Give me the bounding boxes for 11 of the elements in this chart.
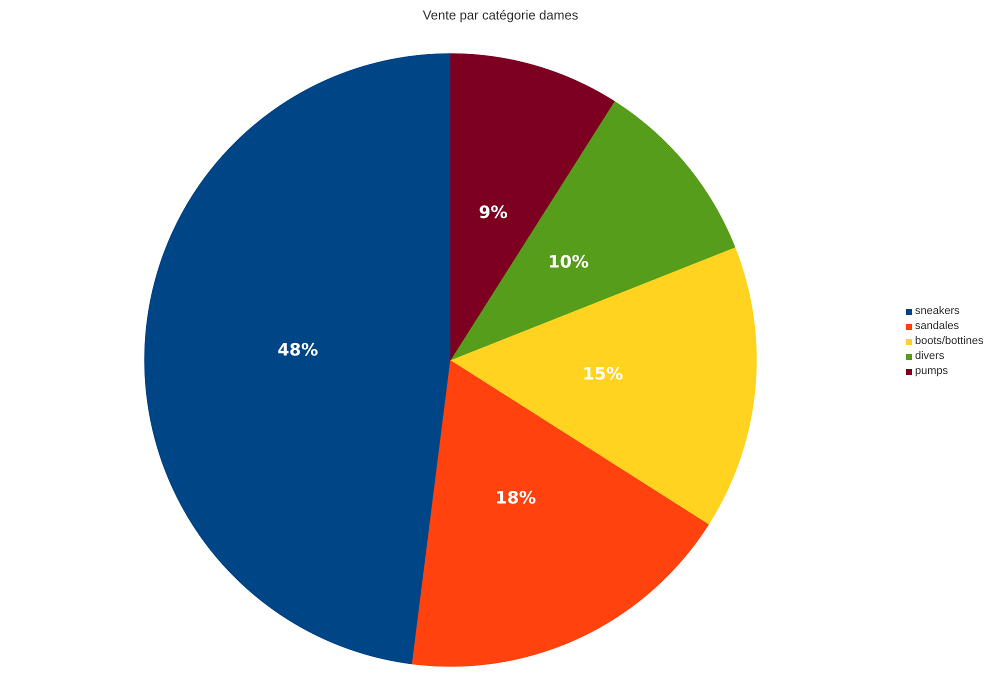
legend-label: pumps (915, 364, 948, 378)
legend-label: sandales (915, 319, 960, 333)
data-label: 48% (277, 340, 318, 360)
legend-label: divers (915, 349, 944, 363)
legend-label: boots/bottines (915, 334, 984, 348)
data-label: 10% (548, 252, 589, 272)
data-label: 15% (582, 364, 624, 384)
data-label: 9% (478, 202, 508, 223)
chart-title: Vente par catégorie dames (422, 8, 579, 22)
legend-label: sneakers (915, 304, 960, 318)
data-label: 18% (495, 488, 536, 509)
